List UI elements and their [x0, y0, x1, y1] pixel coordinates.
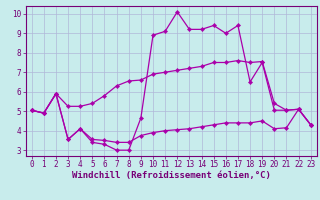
- X-axis label: Windchill (Refroidissement éolien,°C): Windchill (Refroidissement éolien,°C): [72, 171, 271, 180]
